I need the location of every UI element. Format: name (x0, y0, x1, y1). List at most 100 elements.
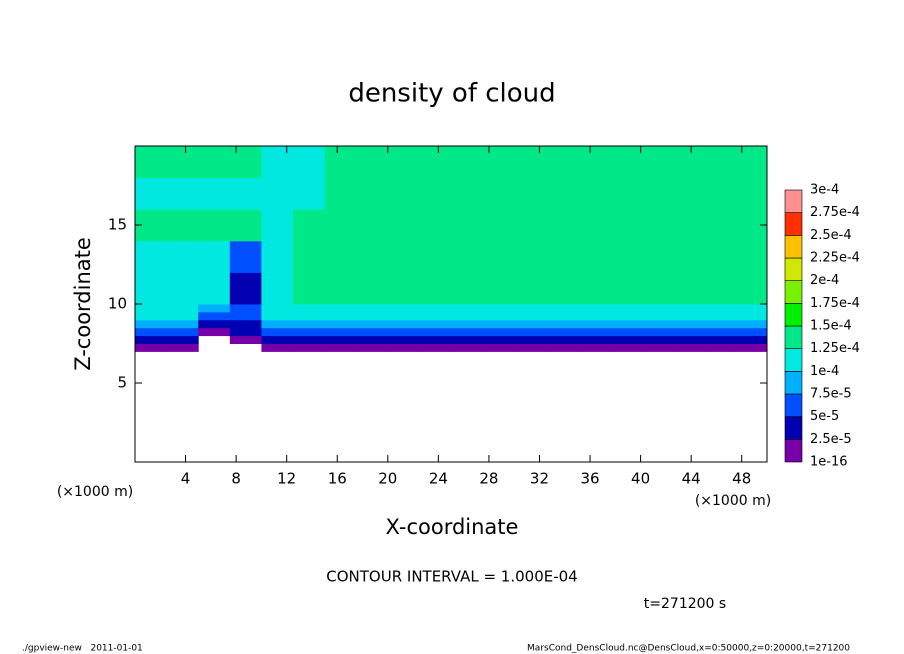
cell (229, 327, 262, 337)
cell (514, 272, 547, 305)
cell (514, 304, 547, 313)
cell (261, 177, 294, 210)
cell (356, 146, 389, 179)
cell (672, 209, 705, 242)
cell (735, 343, 768, 352)
cell (482, 327, 515, 337)
cell (261, 304, 294, 313)
cell (514, 343, 547, 352)
x-tick-label: 48 (732, 470, 751, 488)
cell (577, 240, 610, 273)
cell (229, 146, 262, 179)
cell (261, 319, 294, 329)
cell (609, 335, 642, 344)
cell (672, 343, 705, 352)
cell (735, 240, 768, 273)
cell (324, 335, 357, 344)
cell (198, 177, 231, 210)
cell (387, 343, 420, 352)
cell (514, 327, 547, 337)
cell (703, 146, 736, 179)
colorbar-label: 2.75e-4 (810, 205, 860, 220)
cell (577, 343, 610, 352)
cell (672, 319, 705, 329)
cell (387, 335, 420, 344)
cell (640, 319, 673, 329)
cell (387, 177, 420, 210)
cell (482, 177, 515, 210)
cell (419, 272, 452, 305)
cell (451, 335, 484, 344)
cell (261, 272, 294, 305)
cell (356, 343, 389, 352)
colorbar-box (784, 371, 803, 395)
cell (451, 304, 484, 313)
cell (672, 327, 705, 337)
cell (514, 240, 547, 273)
cell (166, 319, 199, 329)
cell (640, 146, 673, 179)
cell (482, 343, 515, 352)
cell (293, 327, 326, 337)
cell (261, 335, 294, 344)
y-tick-label: 5 (117, 374, 127, 392)
cell (198, 240, 231, 273)
cell (135, 304, 168, 313)
cell (703, 240, 736, 273)
cell (261, 311, 294, 321)
chart-title: density of cloud (348, 79, 555, 109)
cell (545, 343, 578, 352)
colorbar-label: 7.5e-5 (810, 387, 852, 402)
x-tick-label: 36 (580, 470, 599, 488)
cell (229, 304, 262, 313)
cell (703, 327, 736, 337)
cell (577, 177, 610, 210)
cell (703, 343, 736, 352)
cell (135, 272, 168, 305)
cell (293, 177, 326, 210)
colorbar-box (784, 416, 803, 440)
cell (640, 272, 673, 305)
colorbar-box (784, 325, 803, 349)
cell (356, 311, 389, 321)
cell (166, 311, 199, 321)
cell (672, 335, 705, 344)
cell (135, 146, 168, 179)
cell (609, 327, 642, 337)
cell (324, 272, 357, 305)
cell (356, 209, 389, 242)
cell (166, 177, 199, 210)
cell (735, 272, 768, 305)
footer-right: MarsCond_DensCloud.nc@DensCloud,x=0:5000… (527, 644, 850, 654)
cell (356, 335, 389, 344)
cell (198, 304, 231, 313)
cell (387, 304, 420, 313)
cell (387, 240, 420, 273)
cell (387, 327, 420, 337)
colorbar-label: 1e-16 (810, 455, 848, 470)
cell (609, 319, 642, 329)
colorbar-label: 1e-4 (810, 364, 839, 379)
cell (451, 327, 484, 337)
colorbar-box (784, 303, 803, 327)
cell (261, 240, 294, 273)
cell (324, 240, 357, 273)
colorbar-label: 2.25e-4 (810, 251, 860, 266)
cell (419, 327, 452, 337)
cell (198, 311, 231, 321)
cell (451, 272, 484, 305)
cell (640, 304, 673, 313)
cell (545, 319, 578, 329)
cell (672, 311, 705, 321)
cell (293, 319, 326, 329)
cell (356, 272, 389, 305)
colorbar-label: 1.75e-4 (810, 296, 860, 311)
x-tick-label: 20 (378, 470, 397, 488)
cell (514, 319, 547, 329)
cell (640, 335, 673, 344)
cell (640, 177, 673, 210)
cell (229, 311, 262, 321)
cell (135, 311, 168, 321)
cell (609, 240, 642, 273)
